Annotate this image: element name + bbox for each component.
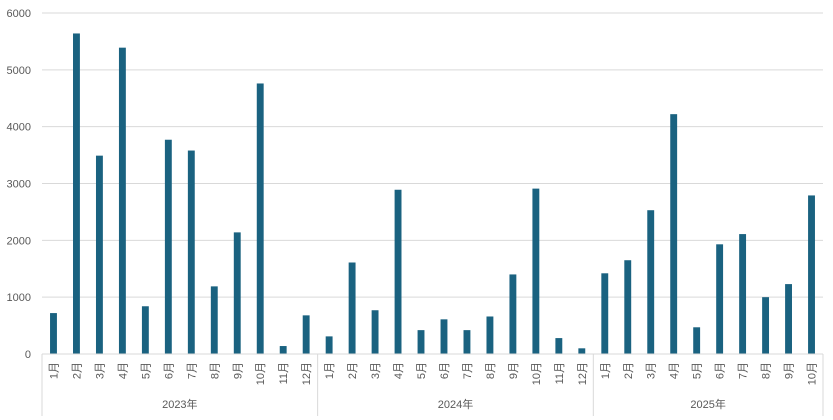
x-tick-label: 12月 xyxy=(301,362,313,385)
x-tick-label: 3月 xyxy=(646,362,658,379)
x-tick-label: 10月 xyxy=(807,362,819,385)
bar xyxy=(532,188,540,354)
bar xyxy=(279,346,287,354)
y-tick-label: 1000 xyxy=(7,292,31,304)
x-tick-label: 5月 xyxy=(692,362,704,379)
x-tick-label: 5月 xyxy=(140,362,152,379)
x-tick-label: 2月 xyxy=(623,362,635,379)
bar xyxy=(739,234,747,354)
gridlines xyxy=(42,12,823,355)
x-tick-label: 2月 xyxy=(347,362,359,379)
x-tick-label: 8月 xyxy=(761,362,773,379)
bar xyxy=(187,150,195,354)
bar xyxy=(647,210,655,354)
x-axis: 1月 2月 3月 4月 5月 6月 7月 8月 9月 10月 11月 12月 1月 2月 3月 4月 5月 6月 7… xyxy=(41,353,824,416)
bar xyxy=(325,336,333,354)
bar xyxy=(394,189,402,354)
x-tick-label: 4月 xyxy=(669,362,681,379)
bar xyxy=(693,327,701,354)
x-tick-label: 2月 xyxy=(71,362,83,379)
bar xyxy=(50,313,57,354)
x-tick-label: 9月 xyxy=(784,362,796,379)
bar xyxy=(141,306,149,354)
x-tick-label: 9月 xyxy=(508,362,520,379)
bar xyxy=(348,262,356,354)
y-tick-label: 5000 xyxy=(7,65,31,77)
bar xyxy=(601,273,609,354)
x-tick-label: 1月 xyxy=(48,362,60,379)
x-tick-label: 8月 xyxy=(209,362,221,379)
bar xyxy=(256,83,264,355)
bar xyxy=(808,195,815,354)
x-tick-label: 3月 xyxy=(370,362,382,379)
bar xyxy=(670,114,678,354)
bar xyxy=(440,319,448,354)
x-tick-label: 10月 xyxy=(531,362,543,385)
bars xyxy=(50,33,815,355)
bar xyxy=(371,310,379,354)
y-axis-ticks: 0 1000 2000 3000 4000 5000 6000 xyxy=(7,8,31,361)
bar xyxy=(302,315,310,354)
bar xyxy=(164,139,172,354)
bar xyxy=(486,316,494,354)
y-tick-label: 0 xyxy=(25,349,31,361)
x-tick-label: 1月 xyxy=(324,362,336,379)
y-tick-label: 2000 xyxy=(7,235,31,247)
x-tick-label: 11月 xyxy=(278,362,290,384)
y-tick-label: 3000 xyxy=(7,179,31,191)
y-tick-label: 4000 xyxy=(7,122,31,134)
bar xyxy=(624,260,632,354)
bar xyxy=(509,274,517,354)
bar xyxy=(118,47,126,354)
bar xyxy=(785,284,792,354)
x-tick-label: 5月 xyxy=(416,362,428,379)
bar xyxy=(210,286,218,354)
bar xyxy=(578,348,586,354)
group-label: 2025年 xyxy=(690,397,725,411)
x-tick-label: 12月 xyxy=(577,362,589,385)
x-tick-label: 7月 xyxy=(186,362,198,379)
group-label: 2023年 xyxy=(162,397,197,411)
x-tick-label: 8月 xyxy=(485,362,497,379)
bar xyxy=(233,232,241,354)
x-tick-label: 6月 xyxy=(163,362,175,379)
x-tick-label: 6月 xyxy=(439,362,451,379)
bar xyxy=(417,330,425,354)
x-tick-label: 11月 xyxy=(554,362,566,384)
group-label: 2024年 xyxy=(438,397,473,411)
bar xyxy=(555,338,563,354)
x-tick-label: 4月 xyxy=(393,362,405,379)
y-tick-label: 6000 xyxy=(7,8,31,20)
x-tick-label: 7月 xyxy=(462,362,474,379)
bar xyxy=(762,297,770,354)
x-tick-label: 10月 xyxy=(255,362,267,385)
x-tick-label: 7月 xyxy=(738,362,750,379)
x-tick-label: 4月 xyxy=(117,362,129,379)
bar xyxy=(95,155,103,354)
x-tick-label: 9月 xyxy=(232,362,244,379)
bar xyxy=(73,33,80,355)
bar xyxy=(716,244,724,354)
x-tick-label: 3月 xyxy=(94,362,106,379)
x-tick-label: 6月 xyxy=(715,362,727,379)
bar xyxy=(463,330,471,354)
x-tick-label: 1月 xyxy=(600,362,612,379)
